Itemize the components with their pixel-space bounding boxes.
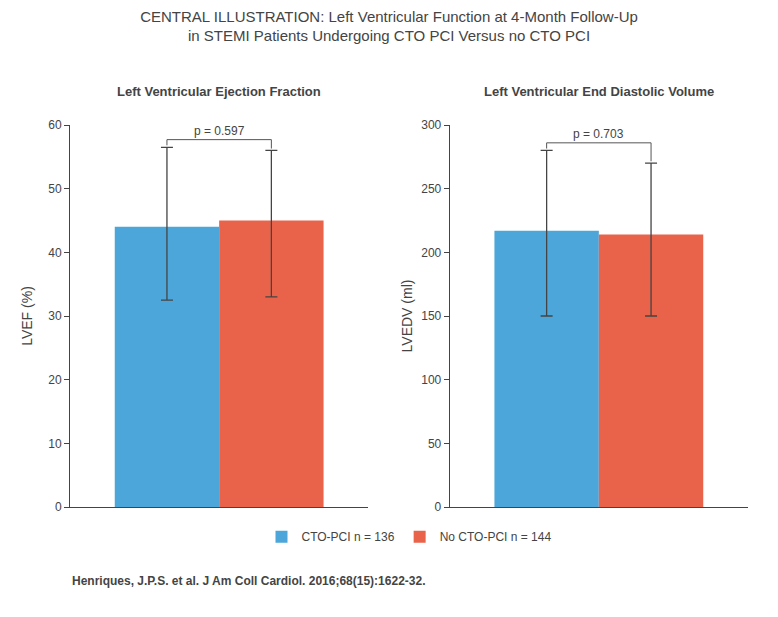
svg-text:Left Ventricular Ejection Frac: Left Ventricular Ejection Fraction	[117, 84, 321, 99]
svg-text:50: 50	[428, 437, 442, 451]
svg-text:CTO-PCI n = 136: CTO-PCI n = 136	[302, 530, 395, 544]
svg-text:50: 50	[48, 182, 62, 196]
svg-text:0: 0	[55, 500, 62, 514]
svg-text:20: 20	[48, 373, 62, 387]
svg-text:CENTRAL ILLUSTRATION: Left Ven: CENTRAL ILLUSTRATION: Left Ventricular F…	[140, 8, 638, 45]
svg-text:300: 300	[421, 118, 441, 132]
svg-text:No CTO-PCI n = 144: No CTO-PCI n = 144	[440, 530, 552, 544]
svg-text:150: 150	[421, 309, 441, 323]
svg-text:Henriques, J.P.S. et al. J Am: Henriques, J.P.S. et al. J Am Coll Cardi…	[72, 574, 425, 588]
svg-text:30: 30	[48, 309, 62, 323]
svg-text:60: 60	[48, 118, 62, 132]
svg-text:250: 250	[421, 182, 441, 196]
svg-text:p = 0.703: p = 0.703	[573, 127, 624, 141]
svg-text:Left Ventricular End Diastolic: Left Ventricular End Diastolic Volume	[484, 84, 714, 99]
svg-text:LVEDV (ml): LVEDV (ml)	[399, 280, 415, 353]
svg-text:10: 10	[48, 437, 62, 451]
svg-text:LVEF (%): LVEF (%)	[19, 286, 35, 346]
svg-text:0: 0	[435, 500, 442, 514]
svg-text:p = 0.597: p = 0.597	[194, 124, 245, 138]
svg-text:40: 40	[48, 246, 62, 260]
svg-text:200: 200	[421, 246, 441, 260]
svg-text:100: 100	[421, 373, 441, 387]
